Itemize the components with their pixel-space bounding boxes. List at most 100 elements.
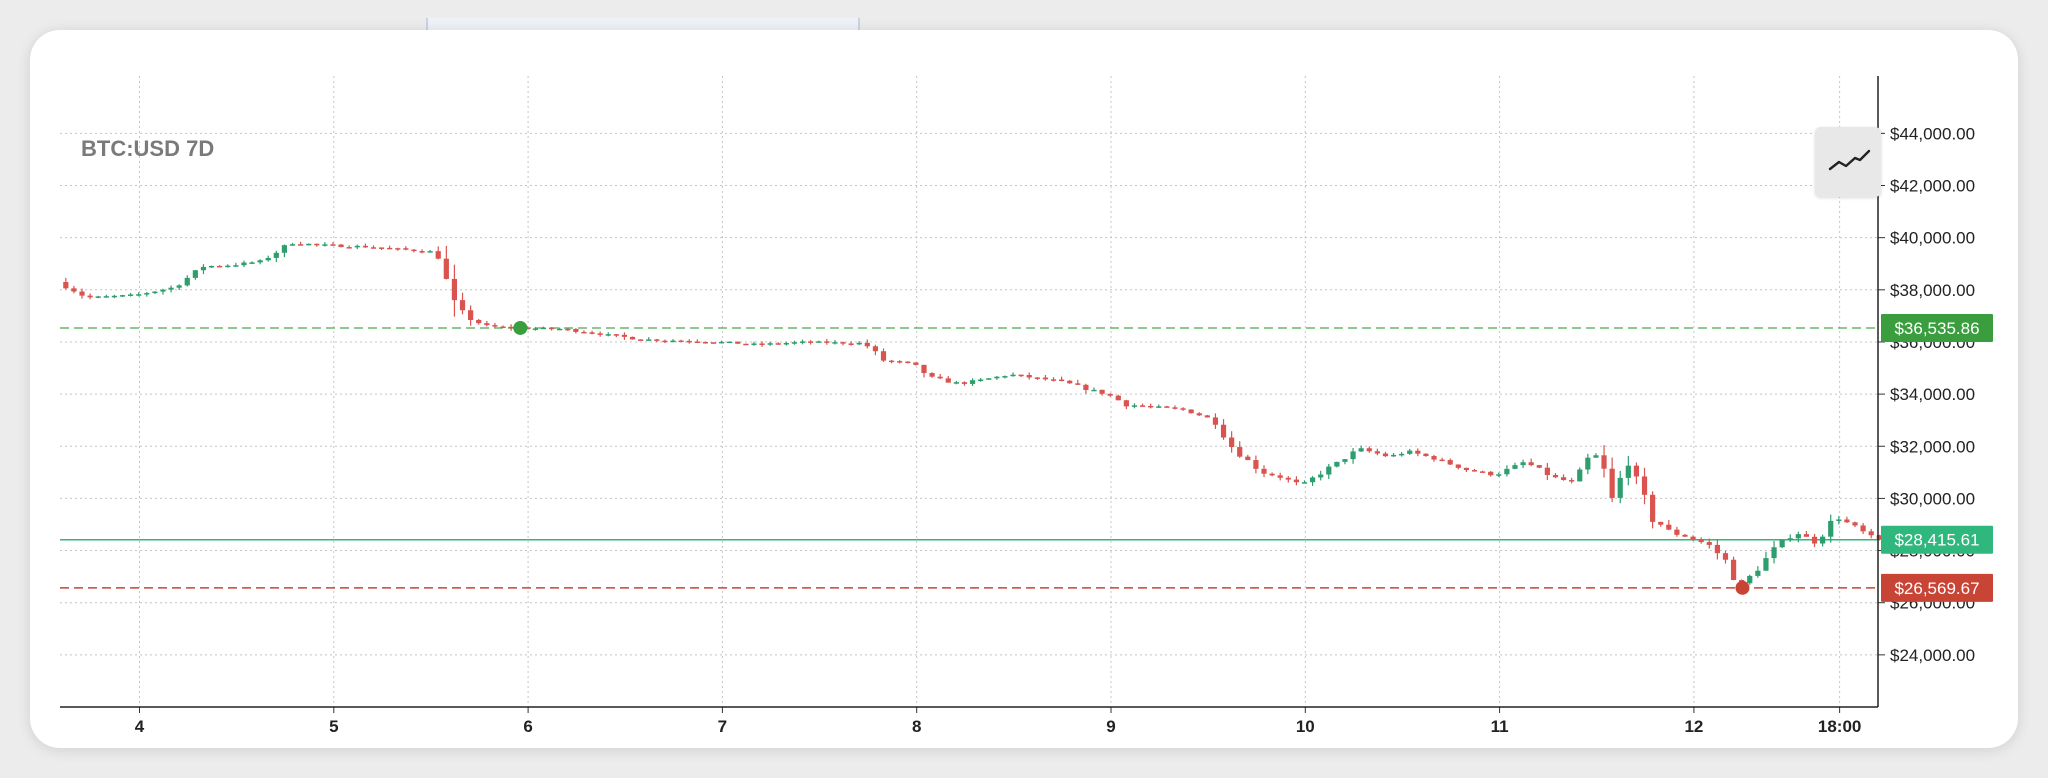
candle-up (176, 285, 182, 288)
candle-down (1204, 415, 1210, 418)
candle-up (1358, 448, 1364, 452)
candle-down (1690, 536, 1696, 540)
candle-down (1042, 377, 1049, 380)
candle-down (880, 351, 887, 361)
candle-down (1261, 468, 1267, 474)
candle-down (921, 364, 927, 374)
candle-down (654, 339, 660, 341)
candle-down (1180, 408, 1186, 410)
candle-down (1188, 409, 1194, 414)
candle-down (735, 341, 741, 344)
candle-down (71, 288, 77, 292)
candle-down (476, 319, 482, 324)
candle-down (840, 342, 846, 344)
candle-down (1374, 451, 1380, 454)
candle-down (638, 339, 644, 341)
candle-down (1544, 467, 1550, 476)
candle-down (864, 342, 870, 347)
candle-down (419, 251, 425, 253)
candle-up (144, 293, 150, 295)
candle-down (945, 378, 951, 383)
candle-down (1115, 395, 1121, 401)
candle-up (322, 244, 328, 246)
candle-up (953, 382, 959, 384)
candle-up (1407, 450, 1413, 454)
candle-down (1293, 479, 1299, 483)
candle-down (387, 247, 393, 250)
high-marker (513, 320, 528, 335)
candle-up (791, 342, 798, 344)
candle-up (646, 339, 652, 341)
candle-up (1787, 538, 1793, 541)
candle-up (136, 294, 142, 296)
candle-down (1018, 374, 1024, 377)
candle-up (767, 343, 773, 345)
candle-up (289, 244, 296, 246)
candle-down (1666, 524, 1672, 530)
candle-down (1569, 480, 1575, 482)
candle-down (298, 244, 304, 246)
candle-down (1844, 519, 1850, 523)
candle-down (1026, 375, 1032, 378)
candle-down (1447, 460, 1453, 465)
candle-up (1585, 457, 1591, 470)
candle-up (1342, 459, 1348, 462)
candle-up (1779, 540, 1785, 548)
candle-down (573, 328, 579, 332)
candle-up (969, 380, 976, 384)
candle-down (1431, 456, 1437, 460)
candle-down (395, 248, 401, 250)
candle-down (435, 251, 441, 259)
candle-down (1083, 384, 1089, 390)
y-tick-label: $32,000.00 (1890, 437, 1975, 456)
x-tick-label: 4 (135, 717, 145, 736)
candlestick-chart[interactable]: $24,000.00$26,000.00$28,000.00$30,000.00… (30, 30, 2018, 748)
candle-up (241, 262, 247, 266)
candle-down (905, 361, 911, 364)
candle-down (1196, 413, 1202, 416)
candle-down (1366, 448, 1372, 452)
candle-down (1172, 407, 1178, 409)
candle-down (1471, 470, 1478, 472)
candle-down (1099, 389, 1105, 394)
candle-down (1609, 468, 1615, 498)
candle-down (1722, 553, 1729, 560)
candle-down (759, 343, 765, 345)
candle-up (95, 296, 101, 298)
candle-up (225, 265, 231, 268)
candle-down (1641, 476, 1648, 495)
candle-up (1828, 520, 1834, 537)
candle-down (702, 341, 708, 344)
y-tick-label: $44,000.00 (1890, 124, 1975, 143)
candle-down (492, 325, 498, 327)
price-tags: $36,535.86 $28,415.61 $26,569.67 (1881, 313, 1993, 602)
candle-up (1836, 519, 1842, 521)
chart-title: BTC:USD 7D (81, 136, 215, 161)
y-tick-label: $34,000.00 (1890, 385, 1975, 404)
candle-down (378, 247, 385, 249)
candle-up (1520, 462, 1526, 466)
candle-down (1164, 406, 1170, 408)
candle-down (370, 247, 377, 249)
candle-up (751, 343, 757, 345)
candle-down (848, 343, 854, 345)
candle-down (1148, 405, 1154, 408)
candle-down (548, 327, 555, 330)
candle-down (63, 281, 69, 289)
candle-down (338, 244, 344, 248)
candle-up (192, 270, 198, 278)
candle-up (532, 328, 538, 330)
y-tick-label: $30,000.00 (1890, 489, 1975, 508)
candle-down (484, 323, 490, 326)
candle-down (217, 265, 223, 268)
candle-down (1560, 477, 1567, 481)
candle-down (330, 244, 336, 246)
candle-down (872, 346, 879, 352)
candle-down (1059, 379, 1065, 382)
candle-up (1318, 474, 1324, 478)
chart-type-button[interactable] (1815, 127, 1881, 197)
candle-up (783, 343, 789, 345)
candle-down (508, 326, 514, 329)
grid (60, 76, 1878, 707)
candle-down (961, 382, 968, 384)
